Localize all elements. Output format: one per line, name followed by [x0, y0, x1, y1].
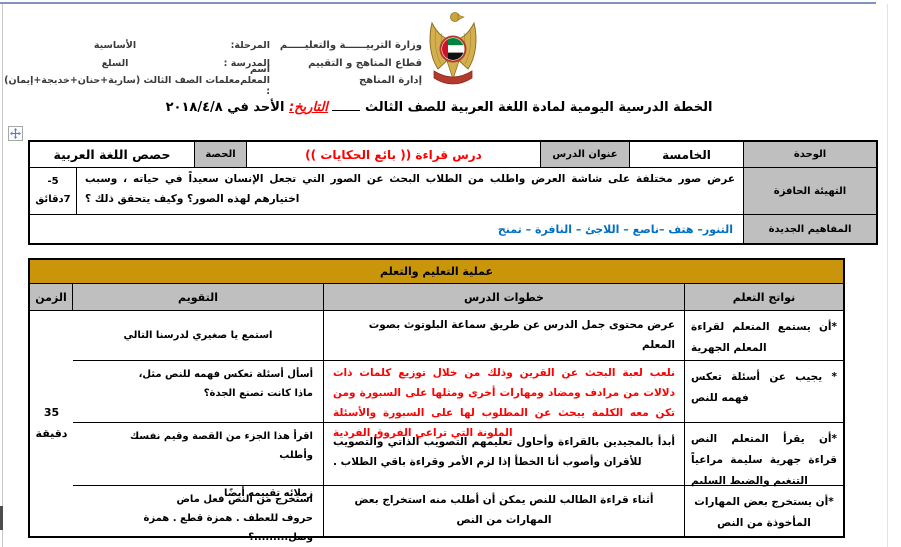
period-header-cell: الحصة: [195, 142, 247, 167]
ministry-sector: قطاع المناهج و التقييم: [308, 57, 422, 69]
document-title: الخطة الدرسية اليومية لمادة اللغة العربي…: [0, 100, 878, 115]
warmup-header-cell: التهيئة الحافزة: [744, 168, 876, 214]
info-table-row-concepts: المفاهيم الجديدة التنور– هتف –ناصع – الل…: [30, 215, 876, 243]
outcome-cell-1: *أن يستمع المتعلم لقراءة المعلم الجهرية: [691, 321, 837, 354]
assessment-cell-3: اقرأ هذا الجزء من القصة وقيم نفسك وأطلب …: [73, 423, 324, 499]
time-cell: 35 دقيقة: [35, 405, 68, 440]
school-field: المدرسة : السلع: [30, 55, 270, 73]
lesson-info-table: الوحدة الخامسة عنوان الدرس درس قراءة (( …: [28, 140, 878, 245]
info-table-row-1: الوحدة الخامسة عنوان الدرس درس قراءة (( …: [30, 142, 876, 168]
page-side-marker: [0, 506, 3, 530]
unit-value-cell: الخامسة: [630, 142, 744, 167]
col-header-steps: خطوات الدرس: [324, 284, 685, 310]
school-field-value: السلع: [101, 57, 129, 69]
process-table-title-band: عملية التعليم والتعلم: [30, 260, 843, 284]
steps-cell-1: عرض محتوى جمل الدرس عن طريق سماعة البلوت…: [324, 311, 685, 360]
title-date-value: الأحد في ٢٠١٨/٤/٨: [165, 100, 285, 115]
stage-field-label: المرحلة:: [230, 40, 270, 52]
info-table-row-warmup: التهيئة الحافزة عرض صور مختلفة على شاشة …: [30, 168, 876, 215]
stage-field: المرحلة: الأساسية: [30, 37, 270, 55]
outcome-cell-4: *أن يستخرج بعض المهارات المأخوذة من النص: [694, 496, 834, 529]
outcome-cell-3: *أن يقرأ المتعلم النص قراءة جهرية سليمة …: [691, 433, 837, 487]
stage-field-value: الأساسية: [93, 40, 137, 52]
title-underline-gap: [332, 107, 361, 111]
process-row-2: * يجيب عن أسئلة تعكس فهمه للنص نلعب لعبة…: [73, 361, 843, 439]
process-row-4: *أن يستخرج بعض المهارات المأخوذة من النص…: [73, 486, 843, 543]
process-row-1: *أن يستمع المتعلم لقراءة المعلم الجهرية …: [73, 311, 843, 361]
ministry-block: وزارة التربيــــــة والتعليـــــم قطاع ا…: [279, 37, 422, 90]
process-rows: *أن يستمع المتعلم لقراءة المعلم الجهرية …: [73, 311, 843, 543]
assessment-cell-2: أسأل أسئلة تعكس فهمه للنص مثل، ماذا كانت…: [73, 361, 324, 422]
process-table-header-row: نواتج التعلم خطوات الدرس التقويم الزمن: [30, 284, 843, 311]
teacher-field: اسم المعلم : معلمات الصف الثالث (سارية+ح…: [4, 64, 270, 97]
document-title-text: الخطة الدرسية اليومية لمادة اللغة العربي…: [364, 100, 713, 115]
process-row-3: *أن يقرأ المتعلم النص قراءة جهرية سليمة …: [73, 423, 843, 499]
concepts-value-cell: التنور– هتف –ناصع – اللاجئ – النافرة – ت…: [30, 215, 744, 243]
unit-header-cell: الوحدة: [744, 142, 876, 167]
ministry-name: وزارة التربيــــــة والتعليـــــم: [279, 40, 422, 51]
page-left-edge: [2, 4, 3, 547]
assessment-cell-1: استمع يا صغيري لدرسنا التالي: [73, 311, 324, 360]
outcome-cell-2: * يجيب عن أسئلة تعكس فهمه للنص: [691, 371, 837, 404]
steps-cell-4: أثناء قراءة الطالب للنص يمكن أن أطلب منه…: [324, 486, 685, 536]
lesson-title-value-cell: درس قراءة (( بائع الحكايات )): [247, 142, 541, 167]
ministry-department: إدارة المناهج: [359, 75, 422, 86]
school-info-block: المرحلة: الأساسية المدرسة : السلع اسم ال…: [4, 37, 270, 97]
period-value-cell: حصص اللغة العربية: [30, 142, 195, 167]
concepts-header-cell: المفاهيم الجديدة: [744, 215, 876, 243]
col-header-time: الزمن: [30, 284, 73, 310]
warmup-text-cell: عرض صور مختلفة على شاشة العرض واطلب من ا…: [77, 168, 744, 214]
col-header-assessment: التقويم: [73, 284, 324, 310]
process-table: عملية التعليم والتعلم نواتج التعلم خطوات…: [28, 258, 845, 543]
school-field-label: المدرسة :: [223, 57, 270, 69]
steps-cell-3: أبدأ بالمجيدين بالقراءة وأحاول تعليمهم ا…: [324, 423, 685, 485]
steps-cell-2: نلعب لعبة البحث عن القرين وذلك من خلال ت…: [324, 361, 685, 439]
title-date-label: التاريخ:: [288, 100, 328, 115]
warmup-time-cell: 5- 7دقائق: [30, 168, 77, 214]
assessment-cell-4: استخرج من النص فعل ماض حروف للعطف . همزة…: [73, 486, 324, 543]
table-move-handle[interactable]: [8, 126, 23, 141]
uae-falcon-emblem-icon: [424, 9, 482, 89]
window-top-edge: [0, 2, 876, 4]
page-right-edge: [887, 4, 888, 547]
teacher-field-label: اسم المعلم :: [240, 64, 270, 98]
lesson-title-header-cell: عنوان الدرس: [541, 142, 630, 167]
teacher-field-value: معلمات الصف الثالث (سارية+حنان+خديجة+إيم…: [4, 75, 241, 87]
col-header-outcomes: نواتج التعلم: [685, 284, 843, 310]
warmup-text: عرض صور مختلفة على شاشة العرض واطلب من ا…: [85, 173, 735, 205]
process-table-body: *أن يستمع المتعلم لقراءة المعلم الجهرية …: [30, 311, 843, 543]
move-icon: [10, 128, 21, 139]
